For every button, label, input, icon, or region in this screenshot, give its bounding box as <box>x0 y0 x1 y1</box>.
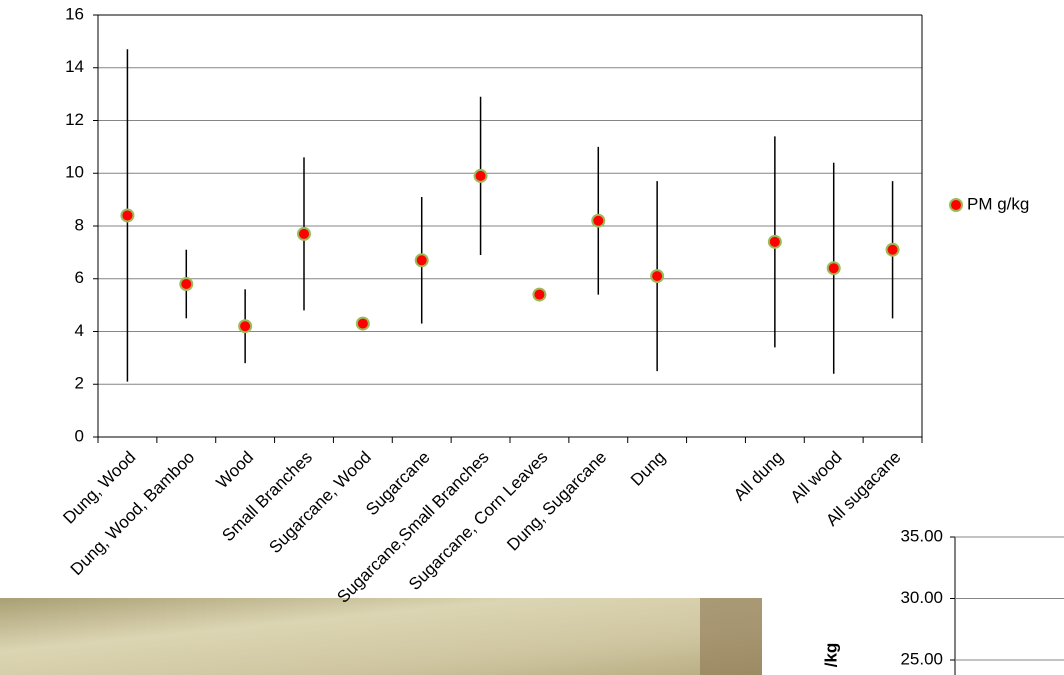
y-axis-label: /kg <box>821 643 840 668</box>
data-point <box>473 168 488 183</box>
data-point <box>767 234 782 249</box>
y-tick-label: 2 <box>75 374 84 393</box>
y-tick-label: 16 <box>65 4 84 23</box>
data-point <box>120 208 135 223</box>
data-point <box>238 319 253 334</box>
x-tick-label: Wood <box>213 448 258 493</box>
data-point <box>826 261 841 276</box>
data-point <box>355 316 370 331</box>
data-point <box>532 287 547 302</box>
x-tick-label: All wood <box>787 448 846 507</box>
data-point <box>591 213 606 228</box>
legend-label: PM g/kg <box>967 194 1029 213</box>
y-tick-label: 30.00 <box>900 588 943 607</box>
legend-marker <box>949 198 963 212</box>
y-tick-label: 25.00 <box>900 649 943 668</box>
x-tick-label: All dung <box>730 448 787 505</box>
photo-detail <box>700 598 762 675</box>
data-point <box>297 226 311 241</box>
x-tick-label: Dung, Sugarcane <box>503 448 610 555</box>
y-tick-label: 0 <box>75 426 84 445</box>
y-tick-label: 10 <box>65 163 84 182</box>
y-tick-label: 35.00 <box>900 526 943 545</box>
y-tick-label: 14 <box>65 57 84 76</box>
data-point <box>179 277 194 292</box>
data-point <box>885 242 900 257</box>
y-tick-label: 4 <box>75 321 84 340</box>
x-tick-label: Dung <box>627 448 669 490</box>
x-tick-label: Sugarcane, Wood <box>265 448 374 557</box>
y-tick-label: 12 <box>65 110 84 129</box>
data-point <box>414 253 429 268</box>
y-tick-label: 8 <box>75 215 84 234</box>
data-point <box>650 269 665 284</box>
y-tick-label: 6 <box>75 268 84 287</box>
background-photo <box>0 598 762 675</box>
